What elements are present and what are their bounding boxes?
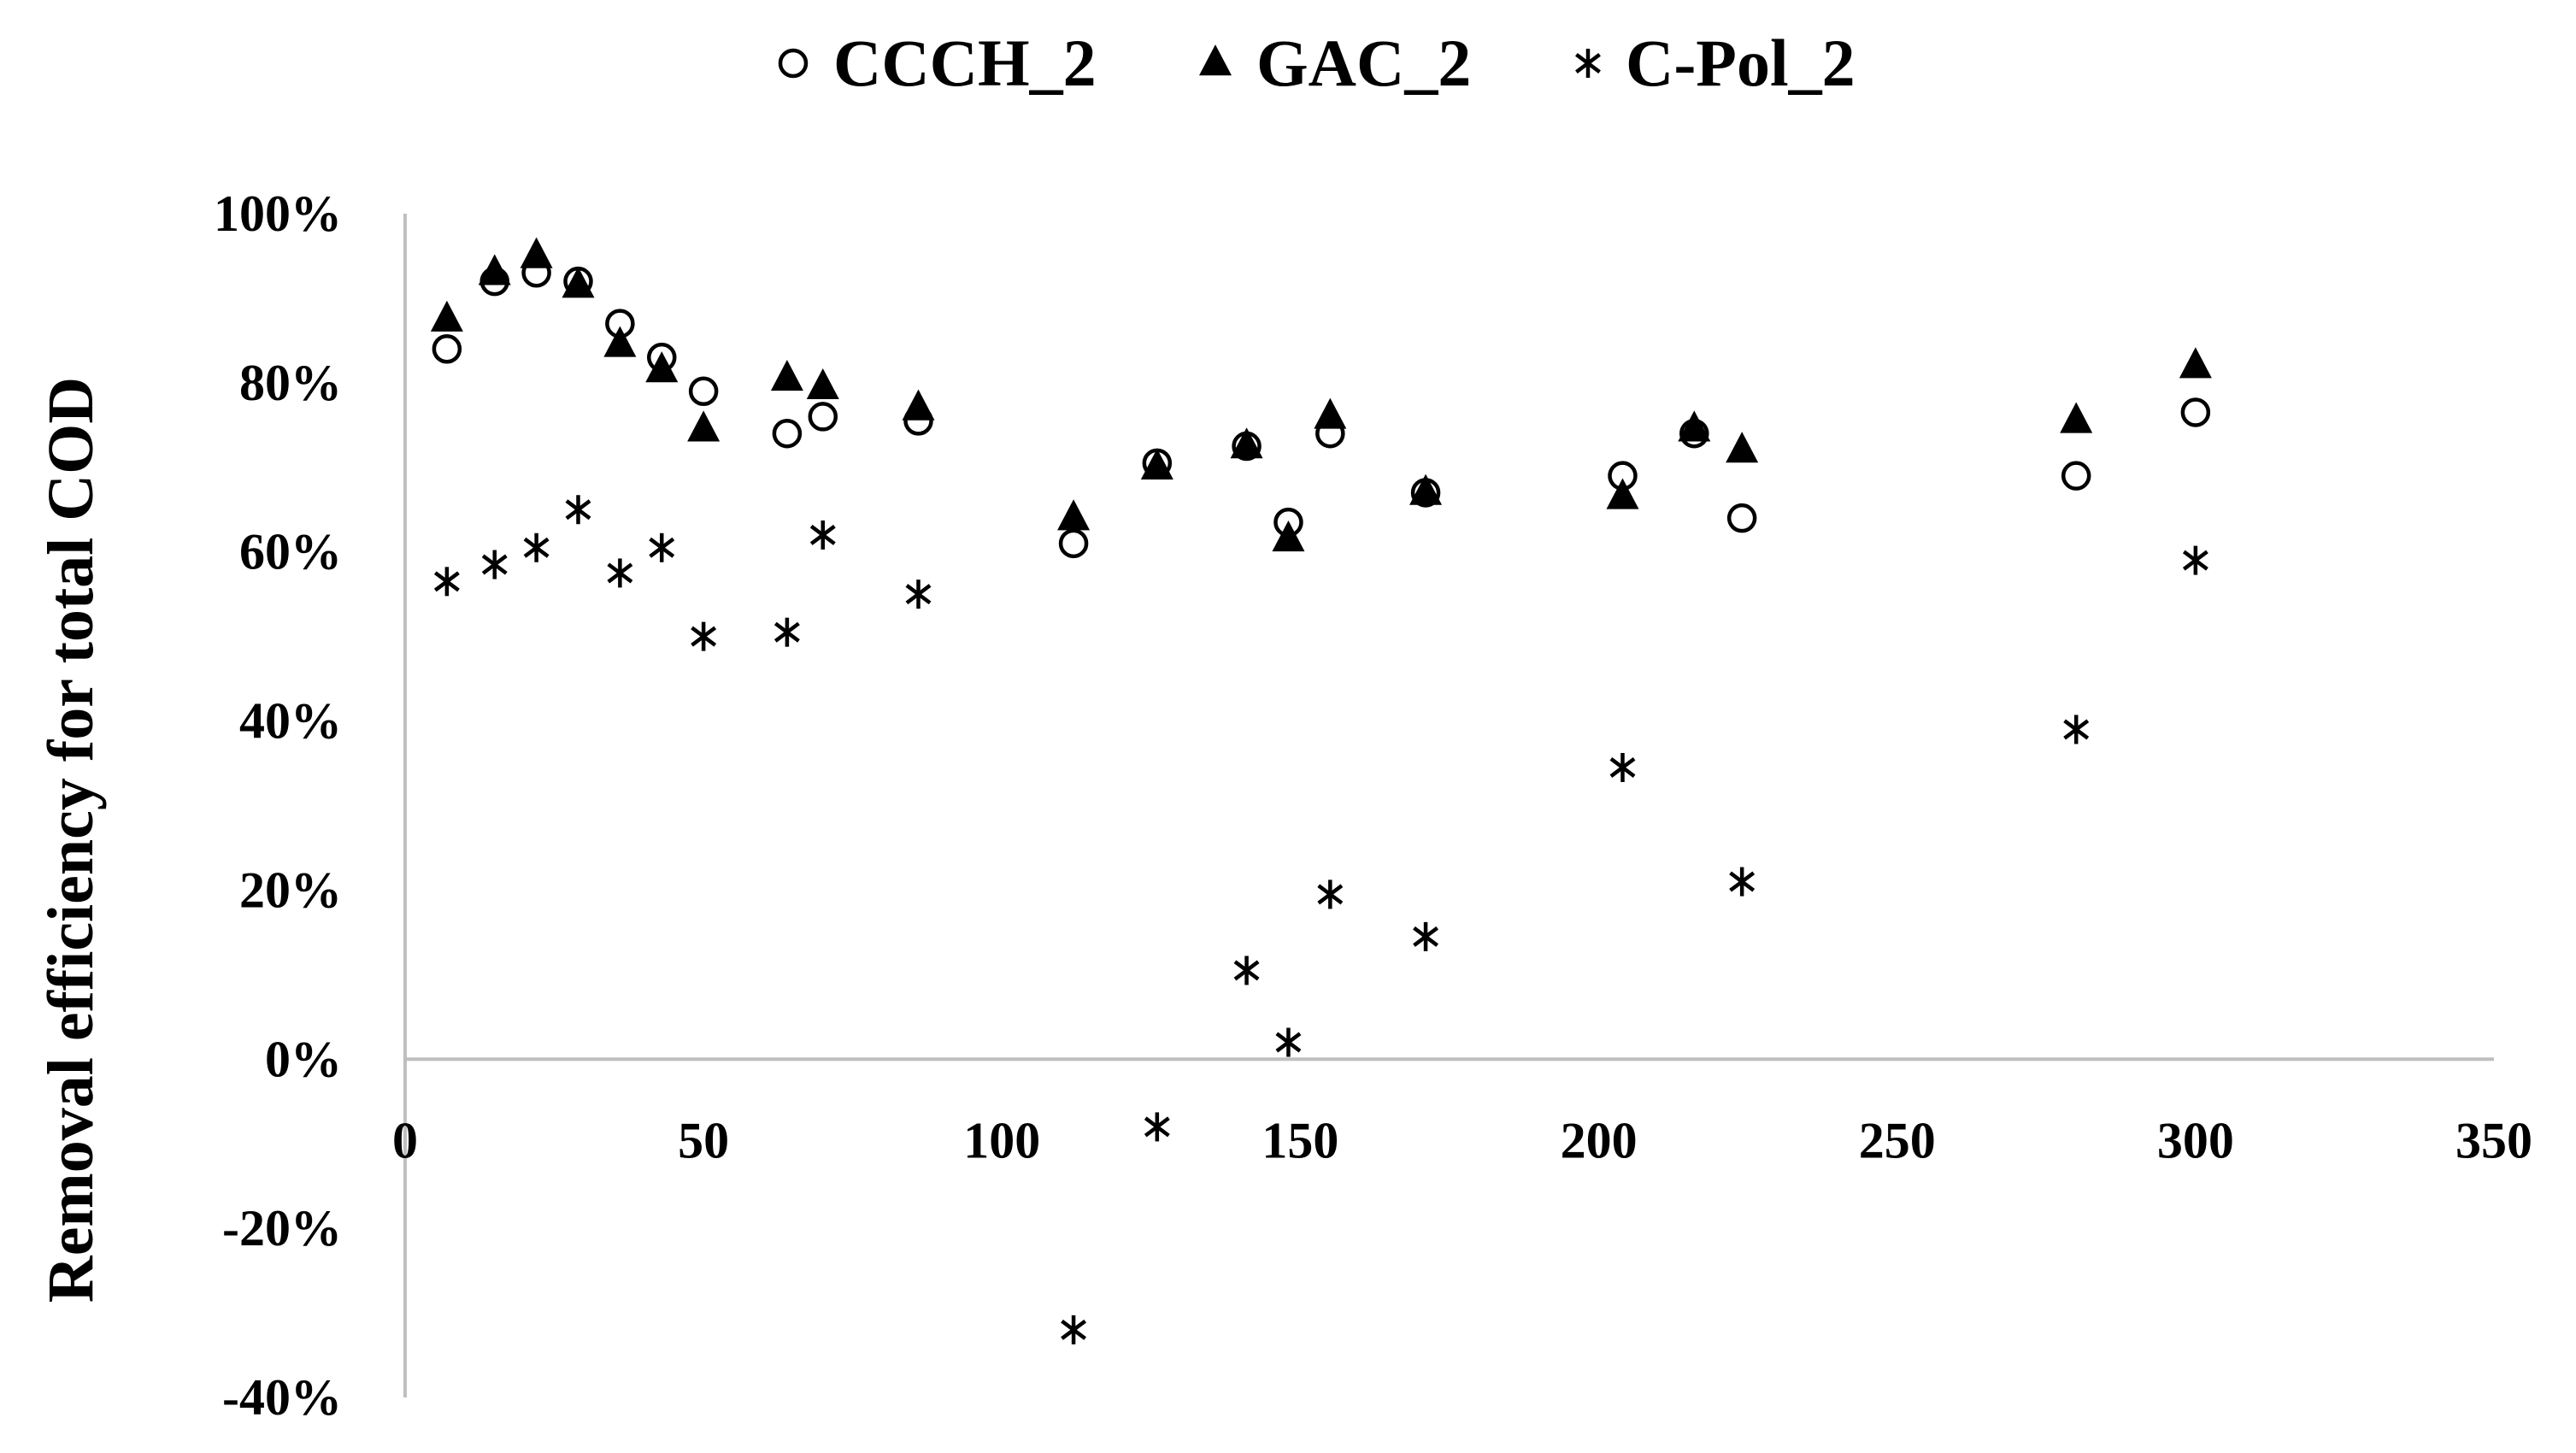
y-tick-label: -20% [222, 1200, 342, 1256]
y-tick-labels: -40% -20% 0% 20% 40% 60% 80% 100% [214, 185, 342, 1426]
x-tick-label: 0 [392, 1112, 418, 1168]
data-point [772, 418, 803, 449]
series-c-pol-2 [433, 495, 2208, 1344]
y-tick-label: 40% [239, 693, 342, 750]
legend-item: C-Pol_2 [1575, 26, 1856, 100]
legend-marker [1575, 49, 1601, 78]
data-point [806, 368, 839, 400]
data-point [523, 532, 550, 562]
data-point [691, 621, 717, 651]
data-point [902, 389, 935, 421]
data-point [1272, 521, 1305, 552]
x-tick-label: 200 [1561, 1112, 1638, 1168]
x-tick-label: 50 [678, 1112, 729, 1168]
data-point [1057, 499, 1091, 531]
legend-label: C-Pol_2 [1626, 26, 1856, 100]
data-point [1317, 879, 1344, 909]
y-tick-label: 80% [239, 355, 342, 411]
y-tick-label: 0% [265, 1031, 342, 1087]
data-point [433, 567, 460, 597]
data-point [1061, 1315, 1087, 1344]
legend-label: CCCH_2 [833, 26, 1097, 100]
data-point [1409, 474, 1443, 505]
x-tick-label: 250 [1859, 1112, 1936, 1168]
y-tick-label: -40% [222, 1369, 342, 1426]
data-point [2180, 397, 2211, 427]
data-point [1606, 478, 1639, 509]
data-point [1729, 867, 1756, 897]
data-point [1144, 1112, 1170, 1142]
data-point [1140, 448, 1173, 480]
legend-label: GAC_2 [1256, 26, 1471, 100]
data-point [1678, 410, 1711, 442]
x-tick-label: 100 [963, 1112, 1040, 1168]
data-point [770, 360, 803, 391]
data-point [478, 254, 511, 285]
y-tick-label: 20% [239, 862, 342, 918]
data-point [1413, 921, 1439, 951]
data-point [1058, 528, 1089, 559]
data-point [1314, 397, 1347, 429]
data-point [808, 402, 838, 432]
data-point [688, 376, 719, 406]
data-point [1726, 503, 1757, 533]
data-point [645, 351, 679, 383]
data-point [481, 550, 508, 579]
x-tick-label: 350 [2455, 1112, 2532, 1168]
y-tick-label: 60% [239, 524, 342, 580]
data-point [809, 520, 836, 550]
data-point [1230, 427, 1263, 459]
y-axis-title: Removal efficiency for total COD [35, 377, 107, 1303]
data-point [562, 267, 595, 298]
data-point [2060, 402, 2093, 433]
data-point [607, 558, 633, 588]
data-point [649, 532, 675, 562]
data-point [520, 237, 553, 268]
legend: CCCH_2 GAC_2 C-Pol_2 [778, 26, 1856, 100]
data-point [603, 326, 637, 357]
data-point [1726, 432, 1759, 463]
series-gac-2 [430, 237, 2212, 552]
x-tick-label: 150 [1262, 1112, 1338, 1168]
data-point [430, 300, 463, 332]
x-tick-labels: 0 50 100 150 200 250 300 350 [392, 1112, 2532, 1168]
series-ccch-2 [432, 258, 2211, 559]
x-tick-label: 300 [2157, 1112, 2234, 1168]
data-point [2063, 715, 2090, 744]
data-point [1275, 1027, 1302, 1057]
data-point [432, 334, 462, 364]
data-point [1233, 956, 1260, 985]
y-tick-label: 100% [214, 185, 342, 242]
data-point [2182, 545, 2208, 575]
legend-marker [1199, 44, 1232, 76]
data-point [565, 495, 591, 525]
data-point [773, 617, 800, 647]
data-point [905, 579, 932, 609]
legend-marker [778, 48, 809, 79]
data-point [2061, 461, 2091, 491]
data-points [430, 237, 2212, 1344]
legend-item: GAC_2 [1199, 26, 1471, 100]
data-point [2179, 347, 2212, 379]
axes [403, 214, 2494, 1397]
data-point [687, 410, 720, 442]
legend-item: CCCH_2 [778, 26, 1097, 100]
data-point [1609, 752, 1636, 782]
